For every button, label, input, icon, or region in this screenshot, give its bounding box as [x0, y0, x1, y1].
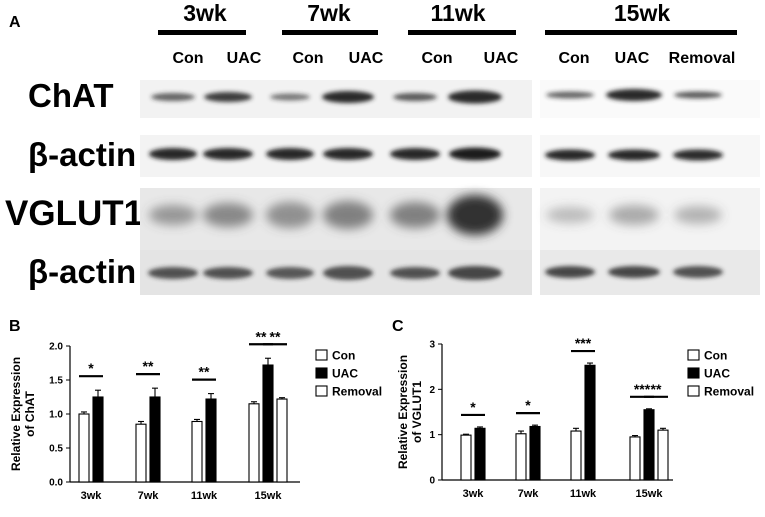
bar-con: [248, 403, 260, 483]
legend-swatch-uac: [687, 367, 700, 379]
timepoint-3wk: 3wk: [183, 0, 227, 26]
y-tick-label: 1.0: [49, 410, 63, 421]
timepoint-7wk: 7wk: [307, 0, 351, 26]
legend-swatch-con: [315, 349, 328, 361]
significance-label: ***: [634, 381, 651, 397]
bar-con: [78, 413, 90, 483]
legend-label-con: Con: [332, 349, 355, 363]
x-tick-label: 11wk: [191, 490, 218, 502]
timepoint-11wk: 11wk: [430, 0, 486, 26]
significance-label: **: [143, 358, 154, 374]
lane-label: UAC: [226, 50, 262, 67]
bar-con: [135, 423, 147, 483]
panel-label-b: B: [9, 318, 21, 335]
significance-label: *: [88, 360, 94, 376]
legend-swatch-con: [687, 349, 700, 361]
y-axis-label: Relative Expressionof ChAT: [9, 357, 37, 471]
timepoint-bar: [158, 30, 246, 35]
bar-uac: [149, 396, 161, 483]
bar-con: [570, 430, 582, 481]
significance-label: *: [525, 397, 531, 413]
timepoint-bar: [282, 30, 378, 35]
x-tick-label: 15wk: [636, 488, 664, 500]
panel-label-a: A: [9, 14, 21, 31]
lane-label: Con: [292, 50, 324, 67]
x-tick-label: 7wk: [138, 490, 160, 502]
x-tick-label: 11wk: [570, 488, 597, 500]
y-tick-label: 1: [429, 430, 435, 441]
western-blot-image: [140, 80, 760, 295]
x-tick-label: 3wk: [463, 488, 485, 500]
timepoint-bar: [545, 30, 737, 35]
significance-label: **: [199, 364, 210, 380]
bar-uac: [205, 398, 217, 483]
y-tick-label: 0: [429, 476, 435, 487]
bar-removal: [276, 398, 288, 483]
lane-label: Con: [558, 50, 590, 67]
y-axis-label: Relative Expressionof VGLUT1: [396, 355, 424, 469]
bar-uac: [262, 364, 274, 483]
legend-label-uac: UAC: [332, 367, 358, 381]
legend-label-removal: Removal: [332, 385, 382, 399]
significance-label: **: [270, 330, 281, 344]
lane-label: UAC: [483, 50, 519, 67]
y-tick-label: 0.5: [49, 444, 63, 455]
bar-uac: [584, 364, 596, 481]
blot-row-label-actin: β-actin: [28, 253, 137, 290]
legend-swatch-removal: [315, 385, 328, 397]
y-tick-label: 2: [429, 385, 435, 396]
lane-label: Con: [172, 50, 204, 67]
legend-swatch-removal: [687, 385, 700, 397]
chart-chat: 0.0 0.5 1.0 1.5 2.0 Relative Expressionof ChA…: [9, 330, 382, 502]
lane-label: UAC: [614, 50, 650, 67]
bar-con: [629, 436, 641, 481]
significance-label: **: [651, 381, 662, 397]
blot-row-label-actin: β-actin: [28, 136, 137, 173]
significance-label: ***: [575, 335, 592, 351]
bar-uac: [474, 427, 486, 481]
significance-label: *: [470, 399, 476, 415]
y-tick-label: 1.5: [49, 376, 63, 387]
legend-label-uac: UAC: [704, 367, 730, 381]
lane-label: UAC: [348, 50, 384, 67]
lane-label: Removal: [668, 50, 736, 67]
blot-row-label-chat: ChAT: [28, 77, 114, 114]
lane-label: Con: [421, 50, 453, 67]
x-tick-label: 3wk: [81, 490, 103, 502]
bar-uac: [643, 409, 655, 481]
bar-removal: [657, 429, 669, 481]
bar-con: [191, 420, 203, 483]
legend-label-removal: Removal: [704, 385, 754, 399]
significance-label: **: [256, 330, 267, 344]
legend-label-con: Con: [704, 349, 727, 363]
panel-label-c: C: [392, 318, 404, 335]
timepoint-15wk: 15wk: [613, 0, 671, 26]
blot-row-label-vglut1: VGLUT1: [5, 194, 144, 233]
legend-swatch-uac: [315, 367, 328, 379]
timepoint-bar: [408, 30, 516, 35]
y-tick-label: 3: [429, 340, 435, 351]
y-tick-label: 0.0: [49, 478, 63, 489]
x-tick-label: 15wk: [255, 490, 283, 502]
y-tick-label: 2.0: [49, 342, 63, 353]
bar-con: [460, 434, 472, 481]
chart-vglut1: 0 1 2 3 Relative Expressionof VGLUT1 3wk * 7wk *…: [396, 335, 754, 500]
x-tick-label: 7wk: [518, 488, 540, 500]
bar-uac: [92, 396, 104, 483]
bar-uac: [529, 425, 541, 481]
bar-con: [515, 433, 527, 481]
